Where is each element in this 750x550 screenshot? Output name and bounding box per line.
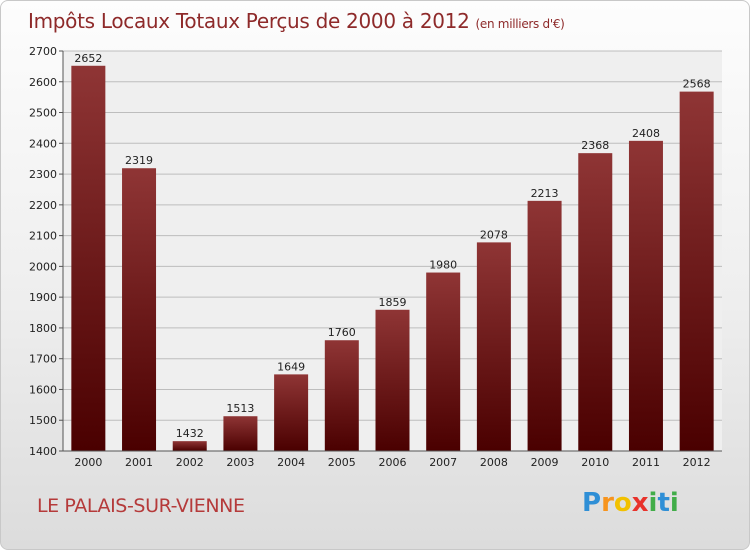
bar[interactable] <box>426 272 461 451</box>
y-tick-label: 2400 <box>29 137 57 150</box>
bar-value-label: 2078 <box>480 228 508 241</box>
x-tick-label: 2003 <box>226 456 254 469</box>
bar[interactable] <box>223 416 258 451</box>
y-tick-label: 2200 <box>29 199 57 212</box>
x-tick-label: 2000 <box>74 456 102 469</box>
x-tick-label: 2005 <box>328 456 356 469</box>
y-tick-label: 2300 <box>29 168 57 181</box>
logo-letter: t <box>657 488 670 518</box>
bar-value-label: 2213 <box>531 187 559 200</box>
bar[interactable] <box>122 168 157 451</box>
y-tick-label: 2100 <box>29 230 57 243</box>
bar[interactable] <box>375 309 410 451</box>
bar-value-label: 2568 <box>683 78 711 91</box>
x-tick-label: 2011 <box>632 456 660 469</box>
bar-value-label: 2652 <box>74 52 102 65</box>
bar[interactable] <box>578 153 613 451</box>
x-tick-label: 2006 <box>379 456 407 469</box>
unit-note: (en milliers d'€) <box>475 17 565 31</box>
y-tick-label: 1900 <box>29 291 57 304</box>
bar[interactable] <box>172 441 207 451</box>
y-tick-label: 2600 <box>29 76 57 89</box>
bar-value-label: 1980 <box>429 259 457 272</box>
logo-letter: i <box>669 488 679 518</box>
y-tick-label: 1400 <box>29 445 57 458</box>
bar[interactable] <box>324 340 359 451</box>
y-tick-label: 1700 <box>29 353 57 366</box>
logo-letter: i <box>648 488 658 518</box>
x-tick-label: 2001 <box>125 456 153 469</box>
logo-letter: x <box>631 488 649 518</box>
y-axis: 1400 1500 1600 1700 1800 1900 2000 2100 2200 2300… <box>29 45 64 458</box>
bar[interactable] <box>628 140 663 451</box>
bar[interactable] <box>274 374 309 451</box>
x-tick-label: 2012 <box>683 456 711 469</box>
x-axis: 2000 2001 2002 2003 2004 2005 2006 2007 2008 2009… <box>63 450 722 469</box>
x-tick-label: 2009 <box>531 456 559 469</box>
bar-value-label: 2408 <box>632 127 660 140</box>
y-tick-label: 1500 <box>29 414 57 427</box>
logo-letter: r <box>601 488 614 518</box>
chart-title: Impôts Locaux Totaux Perçus de 2000 à 20… <box>28 9 565 33</box>
city-name: LE PALAIS-SUR-VIENNE <box>37 495 245 517</box>
bar[interactable] <box>71 65 106 452</box>
x-tick-label: 2007 <box>429 456 457 469</box>
bars: 2652 2319 1432 1513 1649 1760 1859 1980 2078 2213… <box>71 52 714 452</box>
x-tick-label: 2010 <box>581 456 609 469</box>
logo-letter: P <box>582 488 602 518</box>
y-tick-label: 2700 <box>29 45 57 58</box>
bar-value-label: 2368 <box>581 139 609 152</box>
y-tick-label: 2000 <box>29 260 57 273</box>
y-tick-label: 1600 <box>29 383 57 396</box>
bar[interactable] <box>476 242 511 451</box>
bar-value-label: 1432 <box>176 427 204 440</box>
proxiti-logo[interactable]: Proxiti <box>582 488 679 518</box>
title-text: Impôts Locaux Totaux Perçus de 2000 à 20… <box>28 9 470 33</box>
y-tick-label: 1800 <box>29 322 57 335</box>
x-tick-label: 2004 <box>277 456 305 469</box>
bar-value-label: 1760 <box>328 326 356 339</box>
bar[interactable] <box>527 200 562 451</box>
bar-value-label: 2319 <box>125 154 153 167</box>
bar-value-label: 1513 <box>226 402 254 415</box>
bar[interactable] <box>679 91 714 451</box>
y-tick-label: 2500 <box>29 107 57 120</box>
bar-value-label: 1859 <box>379 296 407 309</box>
logo-letter: o <box>613 488 632 518</box>
bar-value-label: 1649 <box>277 360 305 373</box>
x-tick-label: 2002 <box>176 456 204 469</box>
x-tick-label: 2008 <box>480 456 508 469</box>
